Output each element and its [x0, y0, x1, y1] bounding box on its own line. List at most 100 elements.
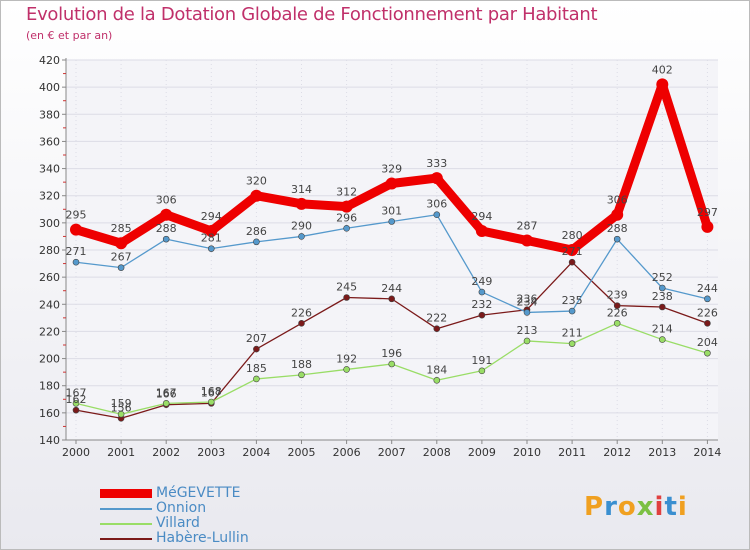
data-point — [298, 319, 305, 327]
data-label: 192 — [336, 352, 357, 365]
data-point — [70, 223, 82, 236]
y-tick-label: 420 — [39, 54, 60, 67]
legend-label-megevette: MéGEVETTE — [156, 485, 241, 501]
x-tick-label: 2010 — [513, 446, 541, 459]
data-label: 333 — [426, 157, 447, 170]
data-point — [523, 337, 531, 345]
data-label: 184 — [426, 363, 447, 376]
data-point — [295, 197, 308, 210]
logo-letter: i — [654, 492, 665, 522]
data-point — [208, 245, 215, 252]
data-point — [704, 295, 711, 303]
data-label: 312 — [336, 186, 357, 199]
data-label: 287 — [517, 220, 538, 233]
data-label: 166 — [156, 388, 177, 401]
data-point — [253, 238, 260, 246]
data-point — [568, 340, 576, 347]
data-label: 245 — [336, 281, 357, 294]
data-label: 226 — [607, 306, 628, 319]
legend-swatch-villard — [100, 522, 152, 525]
data-point — [430, 172, 443, 185]
legend-item-villard: Villard — [100, 516, 249, 531]
data-point — [433, 211, 441, 219]
y-tick-label: 260 — [39, 271, 60, 284]
data-label: 301 — [381, 205, 402, 218]
data-point — [162, 400, 170, 407]
x-tick-label: 2012 — [603, 446, 631, 459]
data-label: 267 — [111, 251, 132, 264]
data-point — [205, 225, 218, 237]
data-label: 290 — [291, 219, 312, 232]
logo-letter: P — [584, 492, 605, 522]
data-point — [523, 309, 531, 316]
data-point — [162, 235, 170, 243]
y-tick-label: 340 — [39, 163, 60, 176]
chart-subtitle: (en € et par an) — [26, 29, 113, 42]
data-label: 297 — [697, 206, 718, 219]
data-label: 185 — [246, 362, 267, 375]
legend-label-onnion: Onnion — [156, 500, 207, 516]
data-point — [72, 400, 80, 407]
proxiti-logo: Proxiti — [584, 492, 688, 522]
data-point — [704, 349, 711, 357]
legend-swatch-megevette — [100, 489, 152, 498]
data-point — [704, 319, 711, 327]
data-label: 168 — [201, 385, 222, 398]
logo-letter: r — [604, 492, 618, 522]
data-label: 196 — [381, 347, 402, 360]
y-tick-label: 360 — [39, 135, 60, 148]
data-point — [656, 78, 669, 91]
logo-letter: i — [677, 492, 688, 522]
data-point — [475, 225, 488, 237]
x-tick-label: 2001 — [107, 446, 135, 459]
data-point — [160, 208, 173, 221]
data-point — [117, 410, 125, 418]
data-label: 222 — [426, 312, 447, 325]
data-label: 235 — [562, 294, 583, 307]
data-point — [568, 307, 576, 315]
data-label: 159 — [111, 397, 132, 410]
data-label: 207 — [246, 332, 267, 345]
data-point — [72, 258, 80, 266]
y-tick-label: 300 — [39, 217, 60, 230]
logo-letter: o — [617, 492, 637, 522]
data-point — [298, 371, 305, 379]
legend-label-villard: Villard — [156, 515, 200, 531]
x-tick-label: 2007 — [378, 446, 406, 459]
data-point — [388, 360, 396, 368]
data-label: 295 — [66, 209, 87, 222]
data-label: 244 — [697, 282, 718, 295]
legend-item-habere-lullin: Habère-Lullin — [100, 531, 249, 546]
y-tick-label: 240 — [39, 298, 60, 311]
legend-swatch-habere-lullin — [100, 537, 152, 540]
data-point — [343, 294, 350, 301]
logo-letter: x — [636, 492, 655, 522]
data-label: 238 — [652, 290, 673, 303]
x-tick-label: 2000 — [62, 446, 90, 459]
data-point — [478, 367, 486, 375]
y-tick-label: 180 — [39, 380, 60, 393]
legend-item-onnion: Onnion — [100, 501, 249, 516]
data-point — [298, 233, 305, 240]
data-point — [253, 375, 260, 383]
data-label: 402 — [652, 63, 673, 76]
data-point — [478, 311, 486, 319]
data-point — [566, 244, 579, 256]
data-label: 288 — [607, 222, 628, 235]
x-tick-label: 2003 — [197, 446, 225, 459]
data-label: 296 — [336, 211, 357, 224]
legend-item-megevette: MéGEVETTE — [100, 486, 249, 501]
data-label: 188 — [291, 358, 312, 371]
data-point — [343, 224, 350, 232]
data-point — [115, 237, 128, 250]
data-label: 329 — [381, 163, 402, 176]
data-point — [613, 302, 621, 309]
y-tick-label: 380 — [39, 108, 60, 121]
data-label: 226 — [291, 306, 312, 319]
data-label: 191 — [471, 354, 492, 367]
data-point — [250, 189, 263, 202]
data-label: 306 — [607, 194, 628, 207]
data-point — [701, 220, 714, 233]
data-label: 294 — [201, 210, 222, 223]
data-label: 285 — [111, 222, 132, 235]
